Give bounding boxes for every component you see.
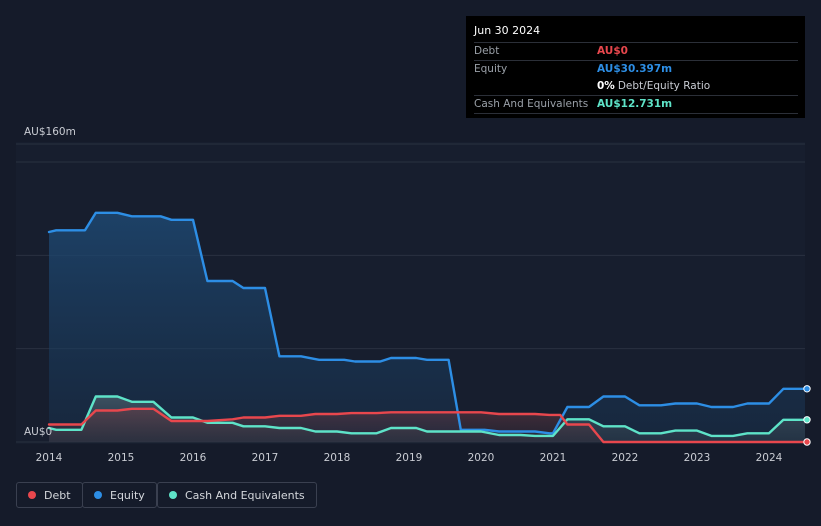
debt-end-marker	[803, 438, 811, 446]
legend-dot-cash	[169, 491, 177, 499]
tooltip-equity-value: AU$30.397m	[597, 63, 673, 75]
x-tick-label-2021: 2021	[540, 452, 567, 464]
cash-end-marker	[803, 416, 811, 424]
tooltip-cash-label: Cash And Equivalents	[474, 98, 589, 110]
x-tick-label-2020: 2020	[468, 452, 495, 464]
tooltip-panel: Jun 30 2024 Debt AU$0 Equity AU$30.397m …	[466, 16, 805, 118]
series-lines	[47, 211, 811, 446]
x-tick-label-2018: 2018	[324, 452, 351, 464]
tooltip-debt-value: AU$0	[597, 45, 628, 57]
legend-item-cash[interactable]: Cash And Equivalents	[157, 482, 317, 508]
tooltip-row-equity: Equity AU$30.397m	[474, 61, 798, 78]
legend-label-cash: Cash And Equivalents	[185, 488, 305, 502]
equity-end-marker	[803, 385, 811, 393]
y-axis-bottom-label: AU$0	[24, 426, 52, 438]
x-tick-label-2017: 2017	[252, 452, 279, 464]
x-tick-label-2016: 2016	[180, 452, 207, 464]
x-tick-label-2023: 2023	[684, 452, 711, 464]
tooltip-ratio-value: 0%	[597, 80, 615, 92]
legend-label-equity: Equity	[110, 488, 145, 502]
tooltip-ratio-spacer	[474, 78, 597, 95]
debt-line	[47, 407, 807, 444]
x-tick-label-2014: 2014	[36, 452, 63, 464]
cash-line	[47, 395, 807, 438]
tooltip-equity-label: Equity	[474, 63, 508, 75]
x-tick-label-2024: 2024	[756, 452, 783, 464]
equity-area	[49, 212, 805, 442]
tooltip-row-debt: Debt AU$0	[474, 43, 798, 61]
tooltip-debt-label: Debt	[474, 45, 500, 57]
tooltip-cash-value: AU$12.731m	[597, 98, 673, 110]
x-axis-ticks: 2014 2015 2016 2017 2018 2019 2020 2021 2022 2023…	[36, 452, 783, 464]
legend-dot-equity	[94, 491, 102, 499]
legend-item-equity[interactable]: Equity	[82, 482, 157, 508]
tooltip-row-cash: Cash And Equivalents AU$12.731m	[474, 96, 798, 114]
debt-area	[49, 408, 805, 442]
x-tick-label-2022: 2022	[612, 452, 639, 464]
tooltip-date: Jun 30 2024	[474, 22, 798, 43]
legend-dot-debt	[28, 491, 36, 499]
tooltip-ratio-label: Debt/Equity Ratio	[617, 80, 711, 92]
y-axis-top-label: AU$160m	[24, 126, 76, 138]
legend-label-debt: Debt	[44, 488, 71, 502]
x-tick-label-2019: 2019	[396, 452, 423, 464]
series-areas	[49, 212, 805, 442]
tooltip-row-ratio: 0% Debt/Equity Ratio	[474, 78, 798, 96]
x-tick-label-2015: 2015	[108, 452, 135, 464]
legend-item-debt[interactable]: Debt	[16, 482, 83, 508]
equity-line	[47, 211, 807, 435]
